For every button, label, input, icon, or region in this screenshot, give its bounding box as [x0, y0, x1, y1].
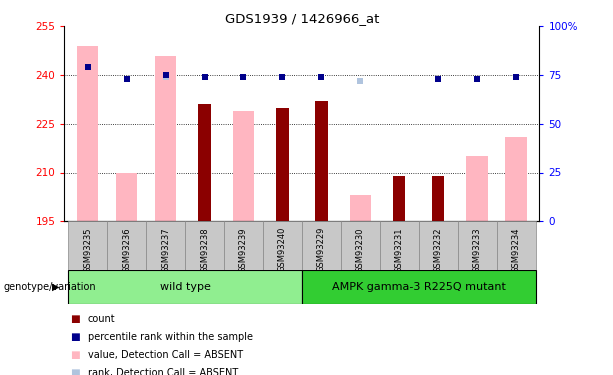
Text: percentile rank within the sample: percentile rank within the sample: [88, 332, 253, 342]
Text: GSM93231: GSM93231: [395, 227, 404, 273]
Text: GSM93232: GSM93232: [433, 227, 443, 273]
Text: GSM93229: GSM93229: [317, 227, 326, 273]
Text: GSM93236: GSM93236: [122, 227, 131, 273]
Bar: [107, 221, 146, 270]
Bar: [419, 221, 458, 270]
Bar: [349, 195, 371, 221]
Text: ■: ■: [70, 332, 80, 342]
Bar: [393, 176, 405, 221]
Bar: [497, 221, 536, 270]
Bar: [224, 221, 263, 270]
Text: genotype/variation: genotype/variation: [3, 282, 96, 292]
Text: GSM93237: GSM93237: [161, 227, 170, 273]
Bar: [302, 221, 341, 270]
Bar: [68, 270, 302, 304]
Text: AMPK gamma-3 R225Q mutant: AMPK gamma-3 R225Q mutant: [332, 282, 506, 292]
Text: ■: ■: [70, 350, 80, 360]
Bar: [233, 111, 254, 221]
Bar: [199, 104, 211, 221]
Bar: [276, 108, 289, 221]
Text: ■: ■: [70, 368, 80, 375]
Bar: [146, 221, 185, 270]
Bar: [315, 101, 327, 221]
Bar: [302, 270, 536, 304]
Text: wild type: wild type: [159, 282, 210, 292]
Text: ▶: ▶: [52, 282, 59, 292]
Bar: [68, 221, 107, 270]
Text: GSM93230: GSM93230: [356, 227, 365, 273]
Text: value, Detection Call = ABSENT: value, Detection Call = ABSENT: [88, 350, 243, 360]
Bar: [77, 46, 99, 221]
Bar: [185, 221, 224, 270]
Text: GSM93238: GSM93238: [200, 227, 209, 273]
Bar: [380, 221, 419, 270]
Text: GSM93239: GSM93239: [239, 227, 248, 273]
Text: rank, Detection Call = ABSENT: rank, Detection Call = ABSENT: [88, 368, 238, 375]
Bar: [505, 137, 527, 221]
Bar: [116, 172, 137, 221]
Bar: [263, 221, 302, 270]
Text: count: count: [88, 314, 115, 324]
Text: GSM93240: GSM93240: [278, 227, 287, 273]
Text: GSM93234: GSM93234: [512, 227, 520, 273]
Text: GSM93233: GSM93233: [473, 227, 482, 273]
Title: GDS1939 / 1426966_at: GDS1939 / 1426966_at: [225, 12, 379, 25]
Text: ■: ■: [70, 314, 80, 324]
Bar: [155, 56, 177, 221]
Bar: [466, 156, 488, 221]
Bar: [341, 221, 380, 270]
Text: GSM93235: GSM93235: [83, 227, 92, 273]
Bar: [458, 221, 497, 270]
Bar: [432, 176, 444, 221]
